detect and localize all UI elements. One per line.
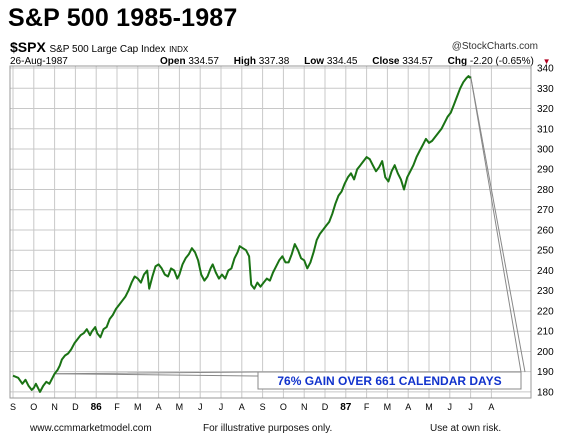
high-value: 337.38 xyxy=(258,56,290,67)
x-tick-label: 86 xyxy=(91,402,103,413)
low-value: 334.45 xyxy=(326,56,358,67)
x-tick-label: A xyxy=(488,402,494,412)
y-tick-label: 190 xyxy=(537,367,554,378)
page-title: S&P 500 1985-1987 xyxy=(8,4,238,32)
x-tick-label: A xyxy=(156,402,162,412)
callout-line-start-inner xyxy=(54,373,259,377)
y-tick-label: 270 xyxy=(537,205,554,216)
x-tick-label: F xyxy=(114,402,120,412)
x-tick-label: D xyxy=(72,402,79,412)
x-tick-label: N xyxy=(51,402,58,412)
open-value: 334.57 xyxy=(188,56,219,67)
x-tick-label: O xyxy=(30,402,37,412)
grid-layer xyxy=(10,66,531,398)
price-line xyxy=(12,75,472,393)
quote-date: 26-Aug-1987 xyxy=(10,56,68,67)
footer-disclaimer: For illustrative purposes only. xyxy=(203,423,333,434)
chg-value: -2.20 (-0.65%) xyxy=(469,56,534,67)
series-layer xyxy=(12,75,472,393)
footer-risk: Use at own risk. xyxy=(430,423,502,434)
y-tick-label: 320 xyxy=(537,104,554,115)
x-tick-label: J xyxy=(448,402,453,412)
stockcharts-brand: @StockCharts.com xyxy=(451,41,538,52)
y-tick-label: 340 xyxy=(537,64,554,75)
x-tick-label: A xyxy=(239,402,245,412)
y-axis: 180 190 200 210 220 230 240 250 260 270 280 290 300 3… xyxy=(537,64,554,399)
open-label: Open xyxy=(160,56,186,67)
annotation-text: 76% GAIN OVER 661 CALENDAR DAYS xyxy=(277,374,501,388)
index-type: INDX xyxy=(169,45,189,54)
close-label: Close xyxy=(372,56,400,67)
down-triangle-icon: ▼ xyxy=(542,57,551,66)
y-tick-label: 290 xyxy=(537,165,554,176)
y-tick-label: 330 xyxy=(537,84,554,95)
y-tick-label: 210 xyxy=(537,327,554,338)
y-tick-label: 280 xyxy=(537,185,554,196)
x-tick-label: O xyxy=(280,402,287,412)
x-tick-label: A xyxy=(405,402,411,412)
chg-label: Chg xyxy=(447,56,468,67)
y-tick-label: 180 xyxy=(537,387,554,398)
y-tick-label: 220 xyxy=(537,306,554,317)
ohlc-readout: Open 334.57 High 337.38 Low 334.45 Close… xyxy=(160,56,563,67)
footer-website[interactable]: www.ccmmarketmodel.com xyxy=(30,423,152,434)
callout-layer xyxy=(54,76,526,390)
annotation-box xyxy=(257,371,522,390)
x-tick-label: N xyxy=(301,402,308,412)
annotation-layer: 76% GAIN OVER 661 CALENDAR DAYS xyxy=(277,374,501,388)
plot-frame xyxy=(9,65,532,399)
index-name: S&P 500 Large Cap Index xyxy=(49,44,166,55)
x-tick-label: S xyxy=(260,402,266,412)
y-tick-label: 230 xyxy=(537,286,554,297)
x-tick-label: M xyxy=(176,402,184,412)
x-tick-label: J xyxy=(219,402,224,412)
x-tick-label: M xyxy=(384,402,392,412)
x-tick-label: M xyxy=(425,402,433,412)
y-tick-label: 250 xyxy=(537,246,554,257)
x-tick-label: S xyxy=(10,402,16,412)
y-tick-label: 300 xyxy=(537,145,554,156)
x-tick-label: J xyxy=(198,402,203,412)
x-tick-label: F xyxy=(364,402,370,412)
ticker-symbol: $SPX xyxy=(10,39,46,55)
y-tick-label: 310 xyxy=(537,124,554,135)
symbol-line: $SPX S&P 500 Large Cap Index INDX xyxy=(10,39,188,55)
x-tick-label: 87 xyxy=(340,402,352,413)
high-label: High xyxy=(233,56,256,67)
x-axis: S O N D 86 F M A M J J A S O N D 87 F M A M J J A xyxy=(10,402,494,413)
x-tick-label: M xyxy=(134,402,142,412)
x-tick-label: J xyxy=(468,402,473,412)
close-value: 334.57 xyxy=(402,56,433,67)
low-label: Low xyxy=(304,56,325,67)
callout-line-end xyxy=(470,76,522,389)
y-tick-label: 240 xyxy=(537,266,554,277)
y-tick-label: 200 xyxy=(537,347,554,358)
x-tick-label: D xyxy=(322,402,329,412)
callout-line-end-inner xyxy=(470,76,526,373)
y-tick-label: 260 xyxy=(537,225,554,236)
